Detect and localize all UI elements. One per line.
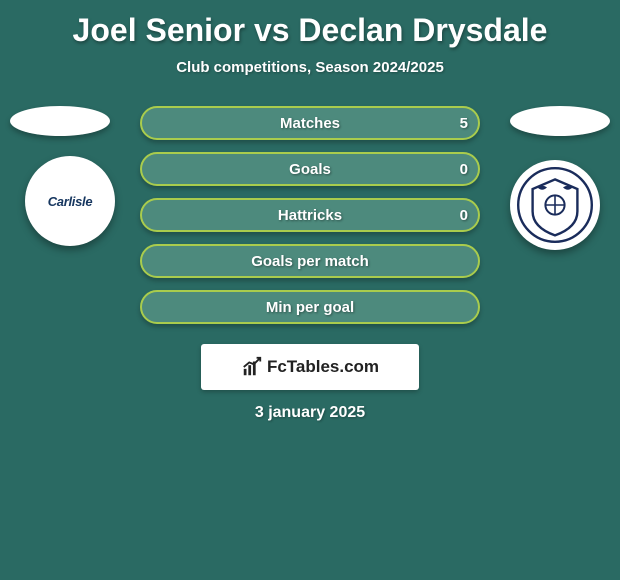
stat-bar: Matches 5 xyxy=(140,106,480,140)
stat-value-right: 0 xyxy=(460,161,468,178)
stat-bar: Min per goal xyxy=(140,290,480,324)
player-right-silhouette xyxy=(510,106,610,136)
stat-label: Hattricks xyxy=(278,207,342,224)
player-left-silhouette xyxy=(10,106,110,136)
stat-bar: Goals per match xyxy=(140,244,480,278)
watermark-box: FcTables.com xyxy=(201,344,419,390)
stat-bar: Hattricks 0 xyxy=(140,198,480,232)
page-title: Joel Senior vs Declan Drysdale xyxy=(0,0,620,49)
stat-label: Matches xyxy=(280,115,340,132)
club-badge-right-crest xyxy=(515,165,595,245)
stat-label: Min per goal xyxy=(266,299,354,316)
subtitle: Club competitions, Season 2024/2025 xyxy=(0,59,620,76)
club-badge-left-text: Carlisle xyxy=(48,194,93,209)
stat-bars: Matches 5 Goals 0 Hattricks 0 Goals per match M… xyxy=(140,106,480,336)
comparison-row: Carlisle Matches 5 Goals 0 Hattricks 0 Goals p… xyxy=(0,106,620,336)
stat-bar: Goals 0 xyxy=(140,152,480,186)
chart-icon xyxy=(241,356,263,378)
stat-label: Goals xyxy=(289,161,331,178)
watermark-text: FcTables.com xyxy=(267,357,379,377)
stat-label: Goals per match xyxy=(251,253,369,270)
stat-value-right: 5 xyxy=(460,115,468,132)
stat-value-right: 0 xyxy=(460,207,468,224)
club-badge-right xyxy=(510,160,600,250)
club-badge-left: Carlisle xyxy=(25,156,115,246)
date: 3 january 2025 xyxy=(0,404,620,422)
